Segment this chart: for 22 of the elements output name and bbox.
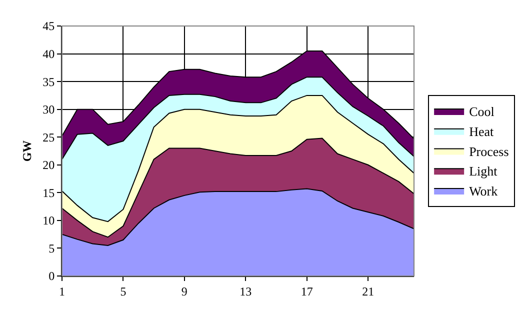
y-tick-label: 20 <box>42 158 55 172</box>
legend-label: Work <box>469 184 498 199</box>
y-tick-label: 25 <box>42 130 55 144</box>
x-tick-label: 5 <box>120 284 126 298</box>
x-tick-label: 21 <box>362 284 374 298</box>
y-tick-label: 40 <box>42 46 55 61</box>
y-tick-label: 5 <box>48 241 55 256</box>
y-tick-label: 0 <box>48 269 55 284</box>
y-tick-label: 10 <box>42 214 55 228</box>
x-tick-label: 13 <box>240 284 252 298</box>
y-tick-label: 35 <box>42 74 55 89</box>
legend-label: Cool <box>469 104 495 120</box>
x-tick-label: 9 <box>181 284 188 298</box>
legend-label: Process <box>469 144 509 159</box>
x-tick-label: 17 <box>300 284 313 298</box>
y-tick-label: 15 <box>42 186 55 200</box>
y-tick-label: 30 <box>42 102 55 117</box>
legend-label: Heat <box>469 124 494 139</box>
legend-label: Light <box>469 164 498 179</box>
x-tick-label: 1 <box>59 284 65 298</box>
y-tick-label: 45 <box>42 19 55 34</box>
y-axis-title: GW <box>20 140 34 162</box>
